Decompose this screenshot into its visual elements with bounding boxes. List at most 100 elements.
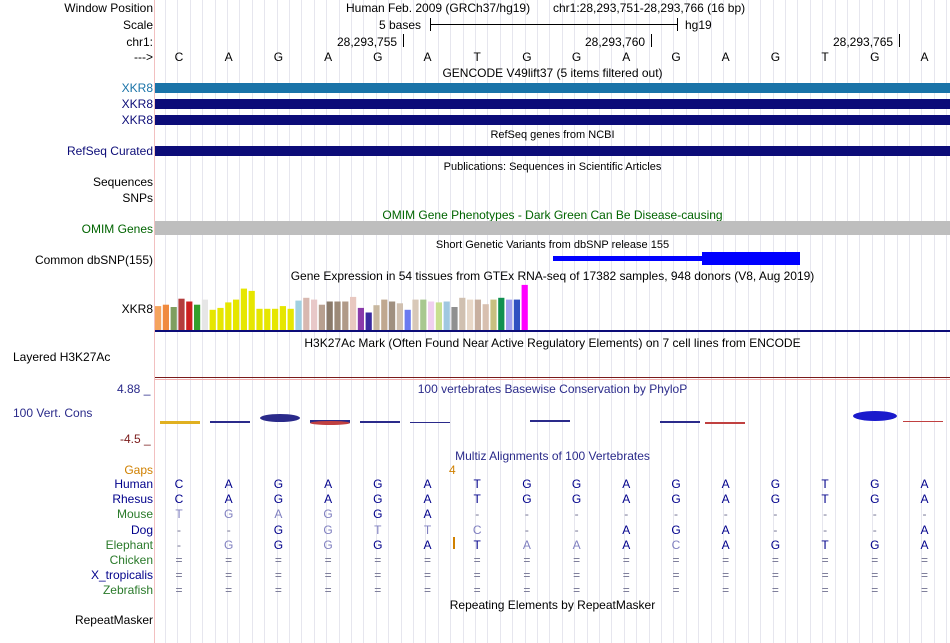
gtex-tissue-bar[interactable]	[498, 297, 505, 330]
gtex-tissue-bar[interactable]	[318, 304, 325, 330]
gtex-tissue-bar[interactable]	[451, 307, 458, 330]
gtex-tissue-bar[interactable]	[482, 304, 489, 330]
gtex-tissue-bar[interactable]	[326, 301, 333, 331]
gtex-tissue-bar[interactable]	[311, 299, 318, 330]
multiz-species-human[interactable]: Human	[114, 477, 153, 491]
gtex-tissue-bar[interactable]	[389, 301, 396, 331]
multiz-species-dog[interactable]: Dog	[130, 522, 153, 537]
alignment-base: =	[473, 568, 481, 583]
gencode-item-label-3[interactable]: XKR8	[121, 113, 153, 127]
gtex-tissue-bar[interactable]	[279, 306, 286, 330]
gtex-tissue-bar[interactable]	[287, 308, 294, 330]
gtex-tissue-bar[interactable]	[264, 308, 271, 330]
gtex-tissue-bar[interactable]	[428, 301, 435, 331]
gtex-tissue-bar[interactable]	[459, 297, 466, 330]
gtex-tissue-bar[interactable]	[381, 299, 388, 330]
gtex-tissue-bar[interactable]	[334, 301, 341, 331]
phylop-wiggle[interactable]	[155, 405, 950, 430]
gtex-tissue-bar[interactable]	[412, 299, 419, 330]
gtex-tissue-bar[interactable]	[225, 302, 232, 330]
gtex-tissue-bar[interactable]	[357, 307, 364, 330]
multiz-title[interactable]: Multiz Alignments of 100 Vertebrates	[455, 449, 650, 463]
guide-line	[649, 0, 650, 643]
gtex-tissue-bar[interactable]	[443, 301, 450, 331]
position-text: chr1:28,293,751-28,293,766 (16 bp)	[553, 1, 746, 15]
repeatmasker-title[interactable]: Repeating Elements by RepeatMasker	[449, 598, 656, 612]
scale-bar-left-tick	[430, 18, 431, 31]
gtex-tissue-bar[interactable]	[217, 307, 224, 330]
publications-title[interactable]: Publications: Sequences in Scientific Ar…	[443, 161, 662, 173]
gtex-tissue-bar[interactable]	[474, 299, 481, 330]
gencode-title[interactable]: GENCODE V49lift37 (5 items filtered out)	[442, 66, 663, 80]
gtex-tissue-bar[interactable]	[194, 304, 201, 330]
omim-title[interactable]: OMIM Gene Phenotypes - Dark Green Can Be…	[382, 208, 723, 222]
gtex-tissue-bar[interactable]	[256, 308, 263, 330]
gtex-tissue-bar[interactable]	[295, 300, 302, 330]
omim-label[interactable]: OMIM Genes	[81, 222, 153, 236]
gtex-tissue-bar[interactable]	[435, 302, 442, 330]
multiz-species-chicken[interactable]: Chicken	[109, 553, 153, 567]
gtex-bar-chart[interactable]	[155, 283, 535, 330]
gtex-tissue-bar[interactable]	[272, 308, 279, 330]
multiz-species-x_tropicalis[interactable]: X_tropicalis	[90, 568, 153, 583]
gtex-tissue-bar[interactable]	[342, 301, 349, 331]
dbsnp-variant-thin[interactable]	[553, 256, 800, 261]
gtex-tissue-bar[interactable]	[404, 309, 411, 330]
gtex-tissue-bar[interactable]	[233, 299, 240, 330]
alignment-base: G	[671, 522, 681, 537]
gtex-tissue-bar[interactable]	[170, 307, 177, 330]
gtex-tissue-bar[interactable]	[303, 297, 310, 330]
gencode-transcript-2[interactable]	[155, 99, 950, 109]
dbsnp-variant-thick[interactable]	[702, 252, 800, 265]
repeatmasker-label[interactable]: RepeatMasker	[74, 613, 153, 627]
gtex-tissue-bar[interactable]	[521, 284, 528, 330]
refseq-label[interactable]: RefSeq Curated	[66, 144, 153, 158]
h3k27ac-title[interactable]: H3K27Ac Mark (Often Found Near Active Re…	[304, 336, 801, 350]
phylop-title[interactable]: 100 vertebrates Basewise Conservation by…	[417, 382, 688, 396]
gtex-tissue-bar[interactable]	[396, 303, 403, 330]
gtex-tissue-bar[interactable]	[350, 296, 357, 330]
gtex-tissue-bar[interactable]	[420, 299, 427, 330]
multiz-species-elephant[interactable]: Elephant	[105, 537, 153, 552]
alignment-base: T	[423, 522, 432, 537]
multiz-species-zebrafish[interactable]: Zebrafish	[102, 583, 153, 598]
gtex-tissue-bar[interactable]	[365, 312, 372, 331]
gtex-tissue-bar[interactable]	[162, 304, 169, 330]
gencode-transcript-1[interactable]	[155, 83, 950, 93]
gtex-tissue-bar[interactable]	[513, 299, 520, 330]
gtex-tissue-bar[interactable]	[155, 306, 162, 330]
multiz-species-rhesus[interactable]: Rhesus	[112, 492, 153, 507]
dbsnp-label[interactable]: Common dbSNP(155)	[34, 253, 153, 267]
guide-line	[587, 0, 588, 643]
omim-feature[interactable]	[155, 221, 950, 235]
gtex-tissue-bar[interactable]	[467, 299, 474, 330]
sequence-base: A	[920, 50, 929, 64]
multiz-species-mouse[interactable]: Mouse	[116, 507, 153, 522]
gencode-item-label-2[interactable]: XKR8	[121, 97, 153, 111]
alignment-base: =	[274, 568, 282, 583]
gencode-item-label-1[interactable]: XKR8	[121, 81, 153, 95]
snps-label[interactable]: SNPs	[122, 191, 153, 205]
phylop-label[interactable]: 100 Vert. Cons	[13, 406, 93, 420]
gtex-title[interactable]: Gene Expression in 54 tissues from GTEx …	[290, 269, 815, 283]
alignment-base: G	[273, 537, 284, 552]
dbsnp-title[interactable]: Short Genetic Variants from dbSNP releas…	[435, 239, 670, 251]
gtex-tissue-bar[interactable]	[248, 290, 255, 330]
gtex-gene-label[interactable]: XKR8	[121, 302, 153, 316]
h3k27ac-label[interactable]: Layered H3K27Ac	[13, 350, 111, 364]
alignment-base: A	[721, 477, 730, 491]
gtex-tissue-bar[interactable]	[186, 301, 193, 331]
gtex-tissue-bar[interactable]	[201, 299, 208, 330]
gtex-tissue-bar[interactable]	[490, 299, 497, 330]
gencode-transcript-3[interactable]	[155, 115, 950, 125]
alignment-base: -	[823, 507, 828, 522]
gtex-tissue-bar[interactable]	[209, 309, 216, 330]
gtex-tissue-bar[interactable]	[178, 298, 185, 330]
gtex-tissue-bar[interactable]	[506, 299, 513, 330]
gtex-tissue-bar[interactable]	[373, 305, 380, 330]
refseq-gene[interactable]	[155, 146, 950, 156]
gtex-tissue-bar[interactable]	[240, 288, 247, 330]
sequences-label[interactable]: Sequences	[92, 175, 153, 189]
refseq-title[interactable]: RefSeq genes from NCBI	[490, 129, 615, 141]
